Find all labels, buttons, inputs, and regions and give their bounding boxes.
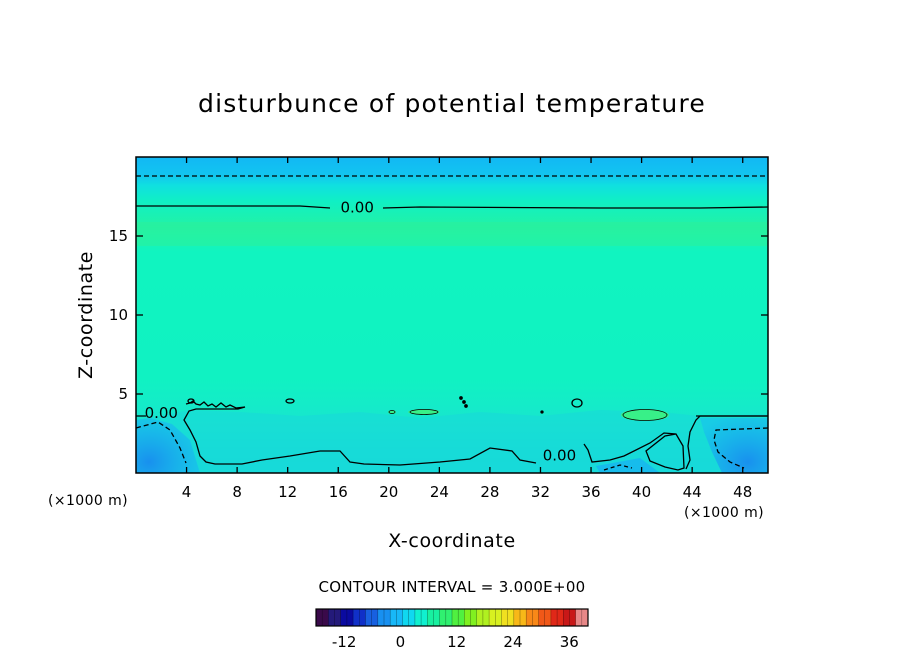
x-unit-right: (×1000 m) xyxy=(684,505,764,521)
y-tick-label: 10 xyxy=(109,306,128,324)
x-tick-label: 44 xyxy=(683,483,702,501)
colorbar-ticks: -12 0 12 24 36 xyxy=(332,633,579,651)
contour-dot-3 xyxy=(464,404,468,408)
contour-blob-1 xyxy=(285,398,295,404)
contour-blob-6 xyxy=(187,398,195,404)
y-axis: 5 10 15 xyxy=(109,227,768,403)
contour-dot-4 xyxy=(540,410,544,414)
colorbar xyxy=(315,608,589,627)
plot-area: 0.00 0.00 0.00 xyxy=(135,156,769,474)
field-band-upper xyxy=(136,222,768,246)
field-warm-patch-2 xyxy=(408,409,440,415)
contour-zero-top xyxy=(136,205,769,209)
contour-lower-right-loop xyxy=(685,415,768,470)
contour-zero-lower xyxy=(136,400,768,471)
contour-dot-2 xyxy=(462,400,466,404)
contour-dashed-right xyxy=(713,427,769,469)
colorbar-tick-label: 36 xyxy=(560,633,579,651)
field-cold-pocket-left xyxy=(136,418,200,473)
x-axis: 4 8 12 16 20 24 28 32 36 40 44 48 xyxy=(182,157,752,501)
contour-lines xyxy=(135,175,769,471)
contour-blob-4 xyxy=(409,409,439,415)
contour-label: 0.00 xyxy=(145,404,178,422)
field-cold-pocket-right xyxy=(700,418,768,473)
contour-labels: 0.00 0.00 0.00 xyxy=(145,199,577,465)
colorbar-tick-label: 0 xyxy=(396,633,406,651)
x-tick-label: 16 xyxy=(329,483,348,501)
field-lower-layer xyxy=(136,410,768,473)
x-tick-label: 8 xyxy=(232,483,242,501)
x-tick-label: 4 xyxy=(182,483,192,501)
contour-interval-text: CONTOUR INTERVAL = 3.000E+00 xyxy=(318,578,585,596)
contour-dot-1 xyxy=(459,396,463,400)
contour-label: 0.00 xyxy=(543,447,576,465)
contour-blob-5 xyxy=(388,410,396,414)
y-tick-label: 15 xyxy=(109,227,128,245)
y-axis-label: Z-coordinate xyxy=(75,251,97,379)
field-warm-patch-1 xyxy=(621,409,669,421)
x-axis-label: X-coordinate xyxy=(388,530,515,552)
contour-dashed-mid xyxy=(603,464,633,471)
x-tick-label: 24 xyxy=(430,483,449,501)
contour-label: 0.00 xyxy=(340,199,373,217)
chart-title: disturbunce of potential temperature xyxy=(198,89,706,118)
x-tick-label: 32 xyxy=(531,483,550,501)
contour-blob-2 xyxy=(571,398,583,408)
x-tick-label: 36 xyxy=(581,483,600,501)
field-cold-pocket-mid xyxy=(596,458,660,473)
colorbar-tick-label: 24 xyxy=(503,633,522,651)
colorbar-tick-label: -12 xyxy=(332,633,357,651)
x-tick-label: 40 xyxy=(632,483,651,501)
x-tick-label: 12 xyxy=(278,483,297,501)
x-tick-label: 20 xyxy=(379,483,398,501)
x-tick-label: 48 xyxy=(733,483,752,501)
colorbar-tick-label: 12 xyxy=(447,633,466,651)
x-unit-left: (×1000 m) xyxy=(48,493,128,509)
contour-blob-3 xyxy=(622,409,668,421)
colorbar-frame xyxy=(315,608,589,627)
x-tick-label: 28 xyxy=(480,483,499,501)
y-tick-label: 5 xyxy=(118,385,128,403)
